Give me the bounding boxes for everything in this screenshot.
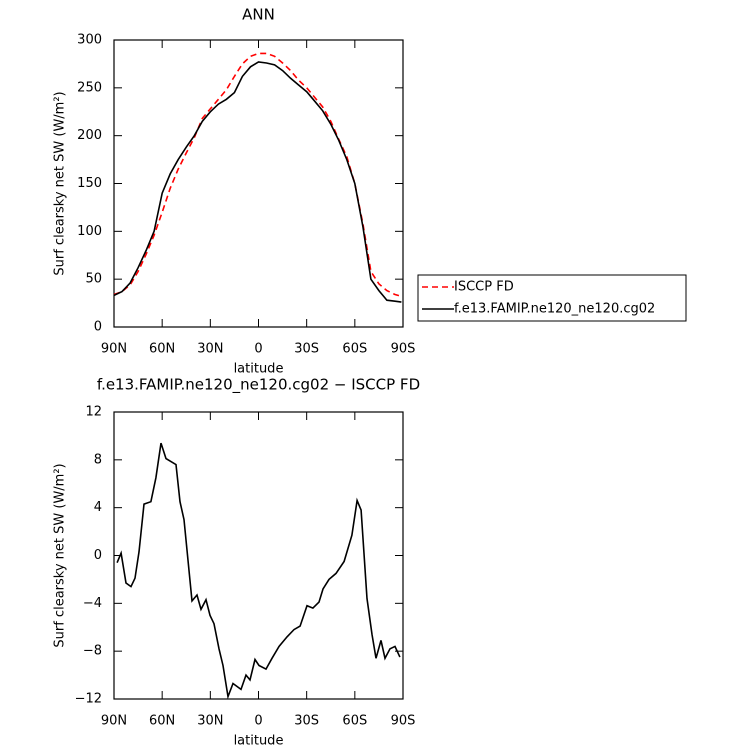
x-tick-label: 30N (197, 714, 223, 729)
x-tick-label: 60N (149, 342, 175, 357)
x-tick-label: 90N (101, 714, 127, 729)
y-tick-label: −4 (83, 596, 102, 611)
y-tick-label: 100 (77, 224, 102, 239)
y-tick-label: 8 (94, 452, 102, 467)
x-tick-label: 30S (294, 342, 319, 357)
x-tick-label: 90N (101, 342, 127, 357)
legend-box (417, 274, 687, 322)
y-tick-label: 50 (85, 272, 102, 287)
x-tick-label: 60S (342, 714, 367, 729)
y-tick-label: 0 (94, 548, 102, 563)
x-tick-label: 90S (391, 714, 416, 729)
x-tick-label: 0 (254, 342, 262, 357)
y-axis-label: Surf clearsky net SW (W/m²) (53, 463, 68, 647)
x-tick-label: 30S (294, 714, 319, 729)
y-tick-label: 4 (94, 500, 102, 515)
chart-title: ANN (242, 6, 275, 24)
x-tick-label: 90S (391, 342, 416, 357)
y-tick-label: 150 (77, 176, 102, 191)
data-line (116, 442, 401, 700)
x-tick-label: 30N (197, 342, 223, 357)
data-line (113, 61, 402, 303)
y-axis-label: Surf clearsky net SW (W/m²) (53, 91, 68, 275)
legend-label: ISCCP FD (454, 280, 514, 295)
y-tick-label: 0 (94, 320, 102, 335)
x-axis-label: latitude (234, 734, 284, 749)
y-tick-label: 200 (77, 128, 102, 143)
x-tick-label: 60S (342, 342, 367, 357)
x-axis-label: latitude (234, 362, 284, 377)
y-tick-label: 12 (85, 405, 102, 420)
data-line (113, 52, 402, 298)
legend-label: f.e13.FAMIP.ne120_ne120.cg02 (454, 302, 655, 317)
chart-title: f.e13.FAMIP.ne120_ne120.cg02 − ISCCP FD (97, 376, 420, 395)
y-tick-label: 300 (77, 33, 102, 48)
x-tick-label: 60N (149, 714, 175, 729)
plot-frame (113, 39, 404, 328)
plot-frame (113, 411, 404, 700)
y-tick-label: −12 (75, 692, 102, 707)
x-tick-label: 0 (254, 714, 262, 729)
y-tick-label: 250 (77, 80, 102, 95)
y-tick-label: −8 (83, 644, 102, 659)
